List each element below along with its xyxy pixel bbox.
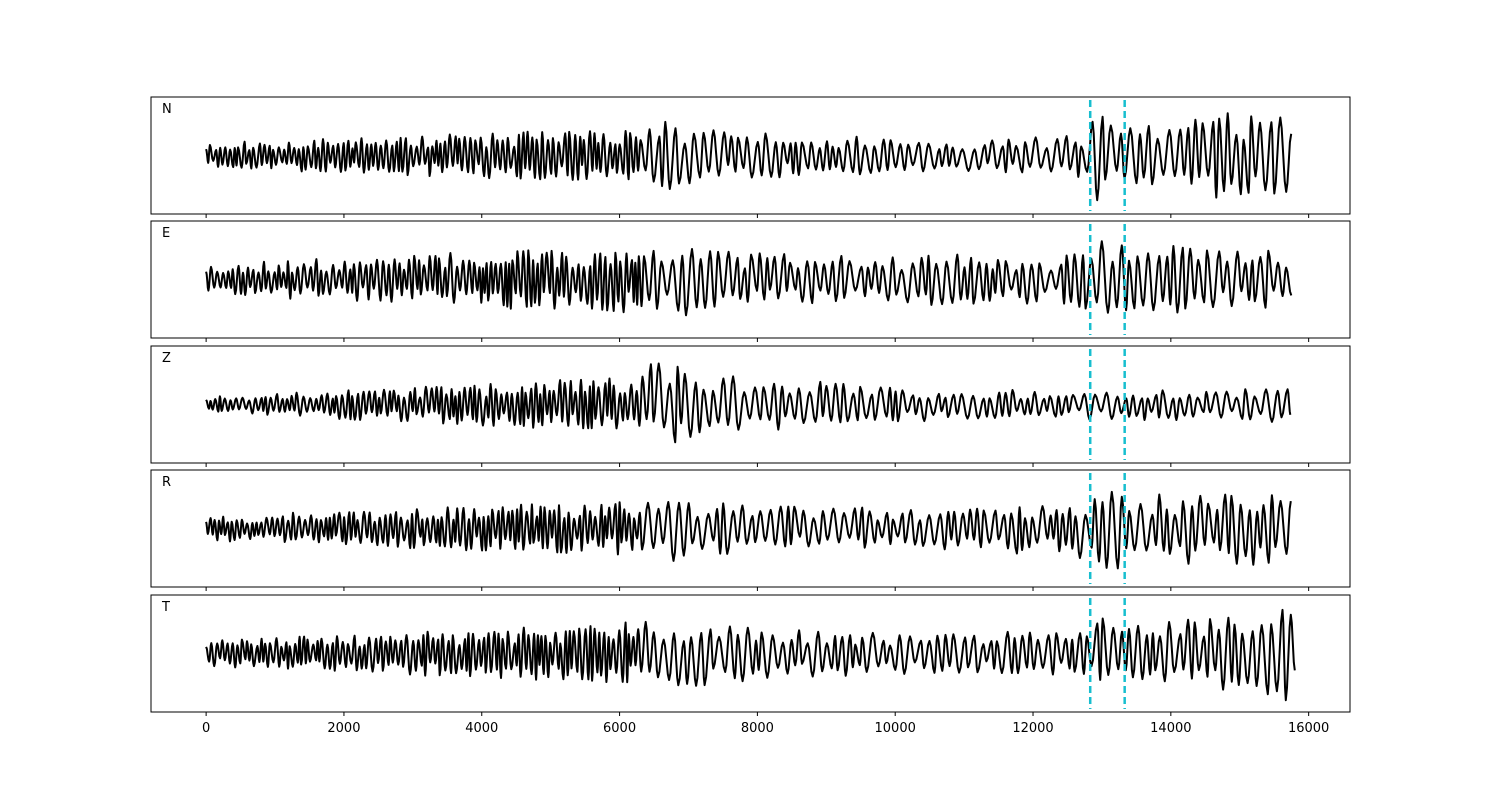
waveform-z [205, 362, 1292, 444]
panel-e: E [150, 220, 1351, 342]
panel-label: T [161, 600, 170, 615]
waveform-t [205, 608, 1296, 702]
panel-label: Z [162, 351, 171, 366]
panel-label: E [162, 226, 170, 241]
panel-r: R [150, 469, 1351, 591]
x-tick-label: 8000 [741, 721, 774, 736]
panel-frame [150, 220, 1351, 339]
panel-frame [150, 345, 1351, 464]
x-tick-label: 16000 [1288, 721, 1329, 736]
panel-frame [150, 594, 1351, 713]
waveform-r [205, 490, 1292, 570]
x-tick-label: 0 [202, 721, 210, 736]
x-tick-label: 14000 [1150, 721, 1191, 736]
x-tick-label: 10000 [875, 721, 916, 736]
panel-label: N [162, 102, 172, 117]
panel-z: Z [150, 345, 1351, 467]
panel-frame [150, 96, 1351, 215]
x-tick-label: 12000 [1012, 721, 1053, 736]
waveform-e [205, 240, 1293, 317]
panel-label: R [162, 475, 171, 490]
panel-t: T [150, 594, 1351, 716]
panel-frame [150, 469, 1351, 588]
panel-n: N [150, 96, 1351, 218]
x-tick-label: 2000 [327, 721, 360, 736]
x-tick-label: 4000 [465, 721, 498, 736]
waveform-n [205, 112, 1293, 202]
x-tick-label: 6000 [603, 721, 636, 736]
